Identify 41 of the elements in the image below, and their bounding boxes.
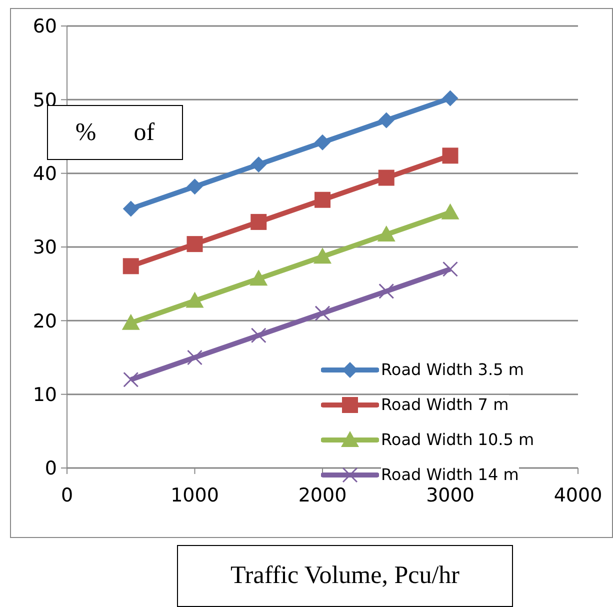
point: [378, 283, 394, 299]
point: [122, 200, 139, 217]
x-tick-label: 2000: [298, 484, 347, 506]
point: [186, 178, 203, 195]
point: [442, 148, 458, 164]
legend-label: Road Width 14 m: [381, 465, 519, 484]
y-tick-label: 20: [32, 310, 57, 332]
point: [250, 328, 266, 344]
point: [378, 112, 394, 128]
legend-label: Road Width 7 m: [381, 395, 509, 414]
point: [314, 192, 330, 208]
point: [442, 261, 458, 277]
x-tick-label: 3000: [426, 484, 474, 506]
point: [314, 306, 330, 322]
point: [441, 203, 460, 220]
y-tick-label: 60: [32, 16, 57, 38]
y-tick-label: 0: [44, 458, 57, 480]
point: [314, 134, 330, 150]
point: [186, 236, 203, 252]
x-tick-label: 1000: [170, 484, 219, 506]
point: [314, 248, 332, 264]
y-tick-label: 30: [32, 236, 57, 259]
y-tick-label: 40: [32, 163, 57, 186]
point: [442, 90, 458, 106]
point: [377, 225, 396, 242]
y-tick-label: 10: [32, 384, 57, 406]
point: [378, 170, 394, 186]
point: [186, 292, 204, 308]
legend-label: Road Width 10.5 m: [381, 430, 534, 449]
point: [250, 156, 267, 172]
point: [250, 214, 267, 230]
x-tick-label: 0: [60, 484, 74, 506]
x-tick-label: 4000: [554, 484, 602, 506]
x-axis-title: Traffic Volume, Pcu/hr: [177, 545, 513, 607]
point: [123, 372, 139, 388]
point: [187, 350, 202, 366]
point: [122, 314, 140, 330]
y-axis-title: % of: [75, 118, 155, 146]
point: [122, 258, 139, 274]
legend-label: Road Width 3.5 m: [381, 360, 524, 379]
point: [250, 270, 268, 286]
